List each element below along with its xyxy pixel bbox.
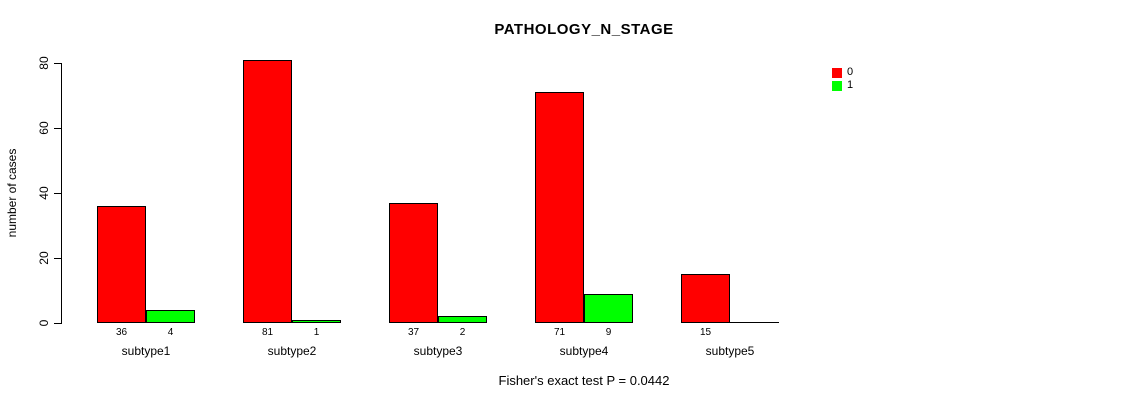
y-axis-tick [54, 63, 61, 64]
statistical-test-annotation: Fisher's exact test P = 0.0442 [498, 373, 670, 388]
bar-subtype5-series1 [730, 322, 779, 323]
bar-value-label: 37 [407, 327, 420, 338]
y-axis-tick-label: 40 [37, 186, 51, 200]
bar-value-label: 81 [261, 327, 274, 338]
bar-value-label: 71 [553, 327, 566, 338]
bar-value-label: 36 [115, 327, 128, 338]
bar-subtype1-series1 [146, 310, 195, 323]
y-axis-tick-label: 20 [37, 251, 51, 265]
bar-subtype4-series1 [584, 294, 633, 323]
y-axis-tick [54, 128, 61, 129]
y-axis-tick [54, 193, 61, 194]
legend-swatch-green [832, 80, 842, 91]
bar-subtype1-series0 [97, 206, 146, 323]
y-axis-tick-label: 80 [37, 56, 51, 70]
x-axis-category-label: subtype2 [267, 344, 317, 358]
x-axis-category-label: subtype1 [121, 344, 171, 358]
bar-subtype2-series1 [292, 320, 341, 323]
y-axis-tick [54, 323, 61, 324]
legend-entry: 1 [832, 79, 853, 92]
x-axis-category-label: subtype5 [705, 344, 755, 358]
y-axis-tick [54, 258, 61, 259]
y-axis-title: number of cases [5, 148, 19, 238]
legend-swatch-red [832, 67, 842, 78]
bar-value-label: 9 [605, 327, 612, 338]
bar-subtype3-series1 [438, 316, 487, 323]
legend: 0 1 [832, 66, 853, 92]
bar-subtype5-series0 [681, 274, 730, 323]
legend-entry: 0 [832, 66, 853, 79]
x-axis-category-label: subtype3 [413, 344, 463, 358]
x-axis-category-label: subtype4 [559, 344, 609, 358]
y-axis-tick-label: 60 [37, 121, 51, 135]
bar-value-label: 15 [699, 327, 712, 338]
bar-value-label: 2 [459, 327, 466, 338]
legend-label: 1 [847, 79, 854, 91]
bar-value-label: 1 [313, 327, 320, 338]
legend-label: 0 [847, 66, 854, 78]
bar-subtype2-series0 [243, 60, 292, 323]
bar-subtype4-series0 [535, 92, 584, 323]
y-axis-line [61, 63, 62, 324]
chart-title: PATHOLOGY_N_STAGE [494, 21, 674, 38]
y-axis-tick-label: 0 [37, 319, 51, 327]
bar-subtype3-series0 [389, 203, 438, 323]
bar-value-label: 4 [167, 327, 174, 338]
